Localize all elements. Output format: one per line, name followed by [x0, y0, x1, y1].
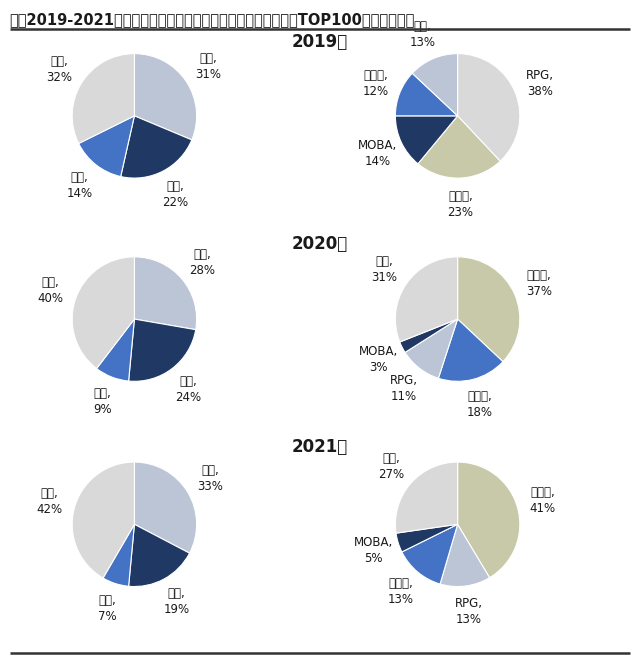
Text: 策略类,
23%: 策略类, 23%	[447, 190, 474, 218]
Text: 射击类,
18%: 射击类, 18%	[467, 390, 493, 419]
Wedge shape	[405, 319, 458, 378]
Wedge shape	[400, 319, 458, 352]
Wedge shape	[402, 524, 458, 584]
Wedge shape	[396, 462, 458, 533]
Text: 2019年: 2019年	[292, 33, 348, 51]
Text: RPG,
38%: RPG, 38%	[525, 69, 554, 98]
Wedge shape	[72, 257, 134, 369]
Wedge shape	[72, 462, 134, 578]
Wedge shape	[438, 319, 503, 381]
Text: MOBA,
14%: MOBA, 14%	[358, 139, 397, 168]
Wedge shape	[396, 73, 458, 116]
Text: MOBA,
3%: MOBA, 3%	[359, 345, 399, 374]
Wedge shape	[129, 319, 196, 381]
Text: RPG,
13%: RPG, 13%	[455, 598, 483, 626]
Text: 日本,
24%: 日本, 24%	[175, 375, 201, 404]
Text: 其他,
27%: 其他, 27%	[378, 452, 404, 481]
Text: 韩国,
9%: 韩国, 9%	[93, 387, 111, 416]
Wedge shape	[103, 524, 134, 587]
Text: 韩国,
14%: 韩国, 14%	[67, 171, 93, 200]
Text: MOBA,
5%: MOBA, 5%	[353, 536, 393, 565]
Text: 其他,
32%: 其他, 32%	[46, 55, 72, 84]
Text: 美国,
33%: 美国, 33%	[197, 464, 223, 493]
Wedge shape	[396, 524, 458, 552]
Text: 其他,
31%: 其他, 31%	[371, 255, 397, 284]
Wedge shape	[79, 116, 134, 177]
Text: 其他,
13%: 其他, 13%	[410, 21, 435, 49]
Text: 射击类,
13%: 射击类, 13%	[388, 577, 414, 606]
Wedge shape	[134, 257, 196, 330]
Text: RPG,
11%: RPG, 11%	[390, 375, 417, 403]
Wedge shape	[458, 257, 520, 361]
Text: 2020年: 2020年	[292, 235, 348, 253]
Text: 美国,
28%: 美国, 28%	[189, 248, 215, 277]
Text: 韩国,
7%: 韩国, 7%	[98, 594, 116, 623]
Text: 其他,
42%: 其他, 42%	[36, 487, 62, 516]
Wedge shape	[121, 116, 192, 178]
Wedge shape	[396, 257, 458, 342]
Wedge shape	[129, 524, 189, 587]
Wedge shape	[418, 116, 500, 178]
Wedge shape	[72, 54, 134, 144]
Wedge shape	[440, 524, 490, 587]
Wedge shape	[458, 462, 520, 578]
Text: 其他,
40%: 其他, 40%	[38, 276, 64, 305]
Text: 图：2019-2021年中国自研手游海外各地区收入占比，以及收入TOP100中各类型占比: 图：2019-2021年中国自研手游海外各地区收入占比，以及收入TOP100中各…	[10, 12, 415, 27]
Wedge shape	[134, 54, 196, 140]
Text: 策略类,
41%: 策略类, 41%	[530, 487, 556, 515]
Text: 2021年: 2021年	[292, 438, 348, 456]
Text: 策略类,
37%: 策略类, 37%	[525, 269, 552, 299]
Wedge shape	[97, 319, 134, 381]
Text: 日本,
19%: 日本, 19%	[164, 587, 189, 616]
Wedge shape	[412, 54, 458, 116]
Wedge shape	[458, 54, 520, 162]
Wedge shape	[134, 462, 196, 553]
Wedge shape	[396, 116, 458, 164]
Text: 射击类,
12%: 射击类, 12%	[362, 69, 388, 98]
Text: 美国,
31%: 美国, 31%	[195, 52, 221, 81]
Text: 日本,
22%: 日本, 22%	[162, 180, 188, 209]
